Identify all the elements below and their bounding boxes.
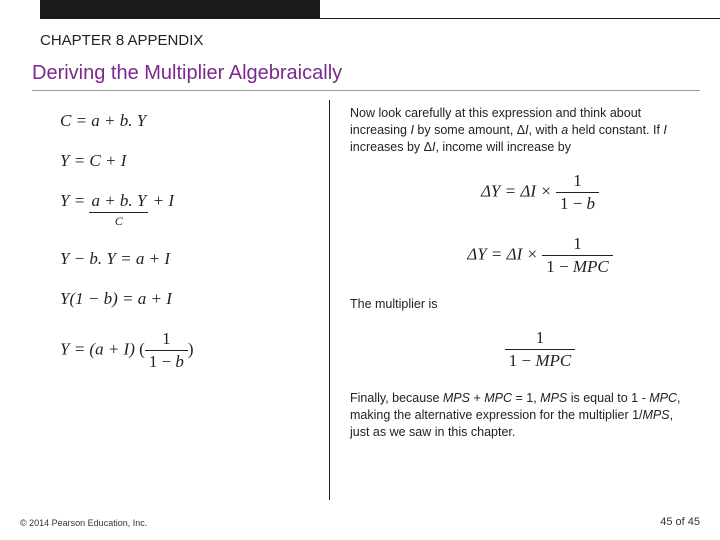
p3-i5: MPS [643,408,670,422]
chapter-label: CHAPTER 8 APPENDIX [40,32,203,49]
eq-r3-frac: 11 − MPC [505,327,575,372]
p3-i2: MPC [484,391,512,405]
paragraph-1: Now look carefully at this expression an… [350,105,690,156]
header-accent-bar [40,0,320,18]
p1-b: by some amount, Δ [414,123,525,137]
eq-r1-den: 1 − b [556,193,599,215]
eq3-underbrace-label: C [89,213,148,230]
equation-6: Y = (a + I) (11 − b) [60,328,319,373]
eq6-lhs: Y = (a + I) [60,340,135,359]
p3-a: Finally, because [350,391,443,405]
equation-r3: 11 − MPC [390,327,690,372]
eq-r2-frac: 11 − MPC [542,233,612,278]
p1-i4: I [663,123,666,137]
eq-r3-den-a: 1 − [509,351,536,370]
footer-page-number: 45 of 45 [660,516,700,528]
p3-d: is equal to 1 - [567,391,649,405]
p1-e: increases by Δ [350,140,432,154]
eq-r2-den: 1 − MPC [542,256,612,278]
p3-i4: MPC [649,391,677,405]
equation-r2: ΔY = ΔI × 11 − MPC [390,233,690,278]
equation-3: Y = a + b. YC + I [60,190,319,230]
eq-r2-den-a: 1 − [546,257,573,276]
p1-d: held constant. If [568,123,663,137]
eq-r3-den-b: MPC [535,351,571,370]
eq-r2-lhs: ΔY = ΔI × [467,244,542,263]
eq6-num: 1 [145,328,188,351]
equation-r1: ΔY = ΔI × 11 − b [390,170,690,215]
p3-c: = 1, [512,391,540,405]
content-area: C = a + b. Y Y = C + I Y = a + b. YC + I… [60,100,690,500]
p3-b: + [470,391,484,405]
equation-5: Y(1 − b) = a + I [60,288,319,310]
eq3-underbrace-top: a + b. Y [89,190,148,213]
equation-2: Y = C + I [60,150,319,172]
equation-1: C = a + b. Y [60,110,319,132]
eq-r3-den: 1 − MPC [505,350,575,372]
footer-copyright: © 2014 Pearson Education, Inc. [20,518,147,528]
section-title: Deriving the Multiplier Algebraically [32,62,342,85]
eq-r2-num: 1 [542,233,612,256]
right-column: Now look carefully at this expression an… [330,100,690,500]
p1-c: , with [529,123,562,137]
paragraph-2: The multiplier is [350,296,690,313]
header-rule [40,18,720,19]
title-underline [32,90,700,91]
eq-r3-num: 1 [505,327,575,350]
eq3-underbrace: a + b. YC [89,190,148,230]
p1-f: , income will increase by [435,140,570,154]
eq-r1-num: 1 [556,170,599,193]
eq-r2-den-b: MPC [573,257,609,276]
left-column: C = a + b. Y Y = C + I Y = a + b. YC + I… [60,100,330,500]
eq3-prefix: Y = [60,191,89,210]
eq6-den: 1 − b [145,351,188,373]
paragraph-3: Finally, because MPS + MPC = 1, MPS is e… [350,390,690,441]
p3-i1: MPS [443,391,470,405]
eq6-fraction: 11 − b [145,328,188,373]
eq3-rest: + I [148,191,174,210]
eq-r1-frac: 11 − b [556,170,599,215]
p3-i3: MPS [540,391,567,405]
eq-r1-lhs: ΔY = ΔI × [481,181,556,200]
equation-4: Y − b. Y = a + I [60,248,319,270]
